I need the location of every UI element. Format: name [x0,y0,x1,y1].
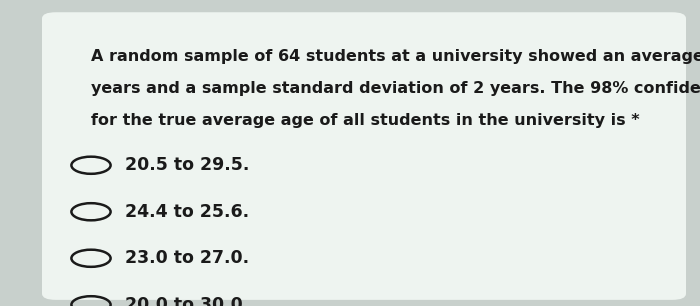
Text: years and a sample standard deviation of 2 years. The 98% confidence interval: years and a sample standard deviation of… [91,81,700,96]
Text: 24.4 to 25.6.: 24.4 to 25.6. [125,203,248,221]
Text: 20.0 to 30.0.: 20.0 to 30.0. [125,296,249,306]
Text: 20.5 to 29.5.: 20.5 to 29.5. [125,156,249,174]
FancyBboxPatch shape [42,12,686,300]
Text: for the true average age of all students in the university is *: for the true average age of all students… [91,113,640,128]
Text: 23.0 to 27.0.: 23.0 to 27.0. [125,249,248,267]
Text: A random sample of 64 students at a university showed an average age of 25: A random sample of 64 students at a univ… [91,49,700,64]
